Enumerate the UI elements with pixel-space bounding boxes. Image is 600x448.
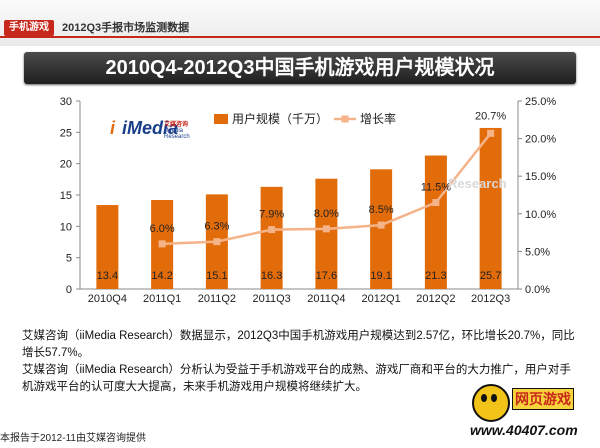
legend-swatch-marker [341, 115, 349, 123]
x-tick-label: 2011Q2 [198, 293, 236, 305]
growth-label: 8.5% [369, 204, 394, 216]
growth-point [322, 225, 330, 233]
logo-mark-i: i [110, 118, 116, 138]
y-left-tick-label: 5 [66, 253, 72, 265]
growth-point [268, 226, 276, 234]
legend-label-line: 增长率 [360, 111, 396, 126]
description-para-1: 艾媒咨询（iiMedia Research）数据显示，2012Q3中国手机游戏用… [22, 330, 575, 359]
x-tick-label: 2012Q1 [362, 293, 401, 305]
growth-point [213, 238, 221, 246]
logo-en: iiMedia Research [164, 128, 190, 140]
top-bar: 手机游戏 2012Q3手报市场监测数据 [0, 0, 600, 46]
bar-value-label: 21.3 [425, 270, 446, 282]
y-right-tick-label: 0.0% [525, 284, 550, 296]
logo-mark-media: iMedia [122, 118, 179, 138]
bar [370, 169, 393, 289]
chart: 0 5 10 15 20 25 30 0.0% 5.0% 10.0% 15.0% 20.0% 25.0%… [60, 96, 557, 305]
growth-label: 7.9% [259, 209, 284, 221]
x-tick-label: 2012Q3 [471, 293, 510, 305]
header-divider [0, 36, 600, 38]
watermark-site: www.40407.com [470, 422, 578, 438]
bar [424, 155, 447, 289]
y-right-tick-label: 15.0% [525, 171, 556, 183]
site-watermark: 网页游戏 www.40407.com [468, 382, 596, 444]
chart-title: 2010Q4-2012Q3中国手机游戏用户规模状况 [24, 52, 576, 84]
bar-value-label: 14.2 [151, 270, 172, 282]
iimedia-logo: i iMedia 艾媒咨询 iiMedia Research [110, 118, 200, 144]
growth-label: 20.7% [475, 110, 506, 122]
header-subtitle: 2012Q3手报市场监测数据 [62, 22, 190, 34]
legend-label-bar: 用户规模（千万） [232, 111, 328, 126]
y-left-tick-label: 10 [60, 221, 72, 233]
growth-label: 8.0% [314, 208, 339, 220]
x-tick-label: 2010Q4 [88, 293, 127, 305]
x-tick-label: 2012Q2 [416, 293, 455, 305]
logo-cn: 艾媒咨询 [164, 122, 189, 128]
watermark-brand: 网页游戏 [512, 388, 574, 410]
y-left-tick-label: 20 [60, 159, 72, 171]
growth-label: 11.5% [421, 182, 452, 194]
y-right-tick-label: 5.0% [525, 246, 550, 258]
bar [315, 178, 338, 289]
y-left-tick-label: 15 [60, 190, 72, 202]
description-para-2: 艾媒咨询（iiMedia Research）分析认为受益于手机游戏平台的成熟、游… [22, 364, 571, 393]
description: 艾媒咨询（iiMedia Research）数据显示，2012Q3中国手机游戏用… [22, 328, 582, 396]
bar [96, 205, 119, 289]
y-right-tick-label: 25.0% [525, 96, 556, 108]
growth-label: 6.3% [204, 221, 229, 233]
watermark-research: Research [448, 176, 507, 191]
y-left-tick-label: 0 [66, 284, 72, 296]
growth-point [487, 129, 495, 137]
bar [479, 127, 502, 290]
x-tick-label: 2011Q4 [307, 293, 345, 305]
growth-point [158, 240, 166, 248]
y-left-tick-label: 25 [60, 127, 72, 139]
x-tick-label: 2011Q3 [252, 293, 290, 305]
y-left-tick-label: 30 [60, 96, 72, 108]
bar-value-label: 17.6 [316, 270, 337, 282]
bar-value-label: 16.3 [261, 270, 282, 282]
x-tick-label: 2011Q1 [143, 293, 181, 305]
bar-value-label: 19.1 [370, 270, 391, 282]
mascot-icon [472, 384, 510, 422]
bar-value-label: 25.7 [480, 270, 501, 282]
legend-swatch-bar [214, 114, 228, 124]
footer-note: 本报告于2012-11由艾媒咨询提供 [0, 433, 146, 444]
bar-value-label: 15.1 [206, 270, 227, 282]
y-right-tick-label: 20.0% [525, 134, 556, 146]
y-right-tick-label: 10.0% [525, 209, 556, 221]
growth-label: 6.0% [150, 223, 175, 235]
bar [260, 186, 283, 289]
growth-point [432, 199, 440, 207]
category-tag: 手机游戏 [4, 20, 54, 36]
growth-point [377, 221, 385, 229]
bar-value-label: 13.4 [97, 270, 118, 282]
